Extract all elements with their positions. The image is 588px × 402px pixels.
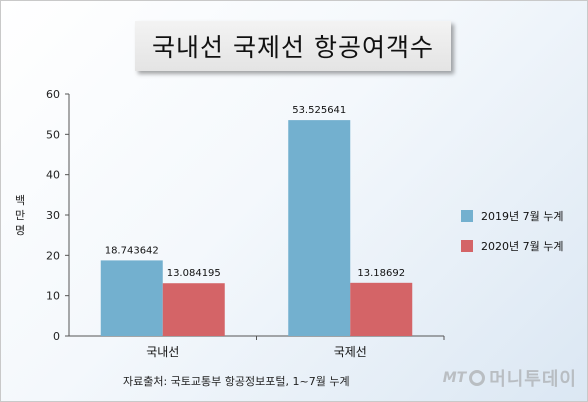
bar-2019-0 (100, 260, 163, 336)
y-tick-label: 50 (46, 128, 60, 141)
y-tick-label: 0 (53, 330, 60, 343)
chart-title: 국내선 국제선 항공여객수 (152, 33, 434, 62)
data-label: 13.18692 (357, 268, 405, 279)
x-tick-label: 국내선 (146, 345, 179, 359)
legend-item-2020: 2020년 7월 누계 (461, 238, 563, 254)
legend-swatch-2020 (461, 240, 473, 252)
bar-2020-1 (350, 282, 413, 336)
data-label: 53.525641 (292, 105, 346, 116)
legend-label-2019: 2019년 7월 누계 (481, 210, 564, 223)
watermark-name: 머니투데이 (489, 369, 577, 390)
data-label: 13.084195 (167, 268, 221, 279)
watermark-circle-icon (469, 370, 486, 386)
legend-label-2020: 2020년 7월 누계 (481, 240, 564, 253)
title-box: 국내선 국제선 항공여객수 (135, 21, 451, 71)
y-tick-label: 30 (46, 209, 60, 222)
x-tick-label: 국제선 (334, 345, 367, 359)
bar-2019-1 (288, 120, 351, 336)
data-label: 18.743642 (105, 245, 159, 256)
watermark-mt: MT (442, 370, 467, 386)
legend-item-2019: 2019년 7월 누계 (461, 208, 563, 224)
watermark-logo: MT 머니투데이 (443, 365, 577, 391)
y-tick-label: 10 (46, 290, 60, 303)
bar-2020-0 (162, 283, 225, 336)
y-tick-label: 60 (46, 88, 60, 101)
y-tick-label: 40 (46, 169, 60, 182)
legend: 2019년 7월 누계 2020년 7월 누계 (461, 208, 563, 268)
y-tick-label: 20 (46, 249, 60, 262)
y-axis-label: 백만명 (14, 194, 26, 237)
source-note: 자료출처: 국토교통부 항공정보포털, 1~7월 누계 (123, 375, 350, 388)
legend-swatch-2019 (461, 210, 473, 222)
